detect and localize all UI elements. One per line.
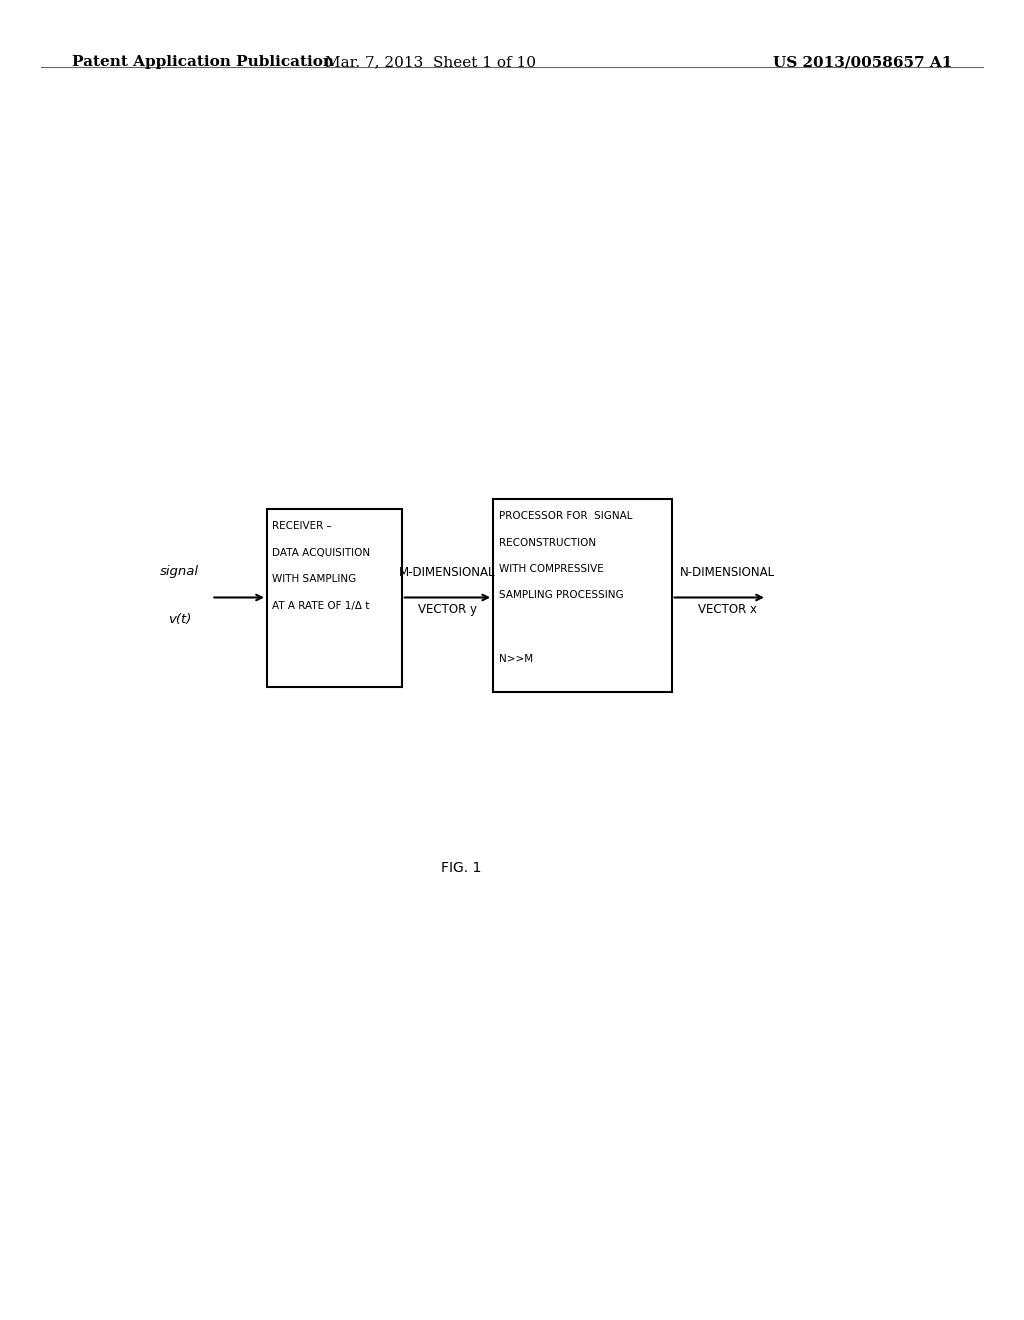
Text: DATA ACQUISITION: DATA ACQUISITION [272,548,371,557]
Text: WITH COMPRESSIVE: WITH COMPRESSIVE [499,564,603,574]
FancyBboxPatch shape [267,510,401,686]
Text: AT A RATE OF 1/Δ t: AT A RATE OF 1/Δ t [272,601,370,611]
Text: FIG. 1: FIG. 1 [441,861,481,875]
Text: N-DIMENSIONAL: N-DIMENSIONAL [680,566,775,579]
Text: RECONSTRUCTION: RECONSTRUCTION [499,537,596,548]
Text: N>>M: N>>M [499,653,532,664]
Text: Mar. 7, 2013  Sheet 1 of 10: Mar. 7, 2013 Sheet 1 of 10 [325,55,536,70]
FancyBboxPatch shape [494,499,672,692]
Text: US 2013/0058657 A1: US 2013/0058657 A1 [773,55,952,70]
Text: VECTOR y: VECTOR y [418,602,477,615]
Text: signal: signal [160,565,199,578]
Text: M-DIMENSIONAL: M-DIMENSIONAL [399,566,496,579]
Text: WITH SAMPLING: WITH SAMPLING [272,574,356,585]
Text: VECTOR x: VECTOR x [697,602,757,615]
Text: SAMPLING PROCESSING: SAMPLING PROCESSING [499,590,624,601]
Text: RECEIVER –: RECEIVER – [272,521,332,531]
Text: v(t): v(t) [168,612,191,626]
Text: Patent Application Publication: Patent Application Publication [72,55,334,70]
Text: PROCESSOR FOR  SIGNAL: PROCESSOR FOR SIGNAL [499,511,632,521]
